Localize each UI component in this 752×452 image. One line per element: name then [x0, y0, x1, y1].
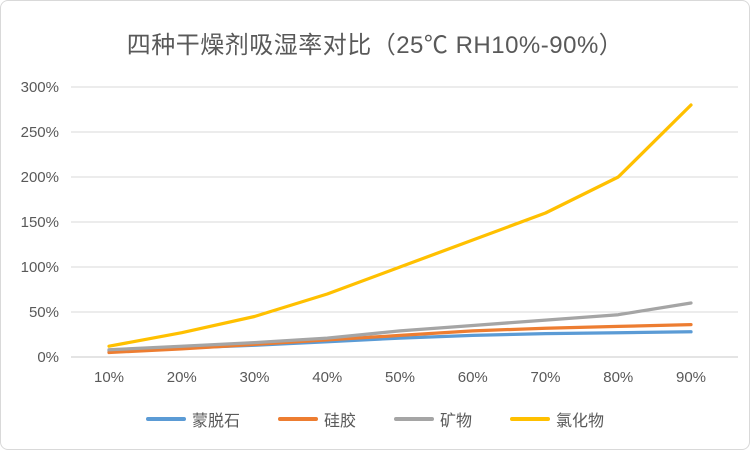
y-axis-tick-label: 100%	[21, 259, 59, 276]
y-axis-tick-label: 50%	[29, 304, 59, 321]
y-axis-tick-label: 300%	[21, 79, 59, 96]
x-axis-tick-label: 50%	[385, 369, 415, 386]
legend-item-chloride: 氯化物	[510, 407, 604, 431]
legend-line-swatch-icon	[394, 417, 434, 421]
legend-line-swatch-icon	[277, 417, 318, 421]
x-axis-tick-label: 70%	[530, 369, 560, 386]
y-axis-tick-label: 150%	[21, 214, 59, 231]
legend-line-swatch-icon	[145, 417, 186, 421]
x-axis-tick-label: 40%	[312, 369, 342, 386]
legend-item-silica-gel: 硅胶	[277, 407, 356, 431]
legend-line-swatch-icon	[510, 417, 551, 421]
x-axis-tick-label: 10%	[94, 369, 124, 386]
x-axis-tick-label: 90%	[676, 369, 706, 386]
legend-label: 硅胶	[323, 413, 356, 430]
chart-title: 四种干燥剂吸湿率对比（25℃ RH10%-90%）	[126, 32, 624, 59]
legend-item-mineral: 矿物	[394, 407, 472, 431]
y-axis-tick-label: 200%	[21, 169, 59, 186]
x-axis-tick-label: 60%	[458, 369, 488, 386]
legend-item-montmorillonite: 蒙脱石	[145, 407, 240, 431]
x-axis-tick-label: 30%	[239, 369, 269, 386]
legend-label: 氯化物	[556, 413, 605, 430]
x-axis-tick-label: 20%	[167, 369, 197, 386]
series-line-mineral	[107, 301, 693, 352]
chart-legend: 蒙脱石 硅胶 矿物 氯化物	[1, 407, 749, 431]
x-axis-tick-label: 80%	[603, 369, 633, 386]
series-line-chloride	[107, 103, 693, 348]
legend-label: 蒙脱石	[191, 413, 240, 430]
y-axis-tick-label: 0%	[37, 349, 59, 366]
y-axis-tick-label: 250%	[21, 124, 59, 141]
legend-label: 矿物	[440, 413, 473, 430]
series-line-silica-gel	[107, 322, 693, 355]
